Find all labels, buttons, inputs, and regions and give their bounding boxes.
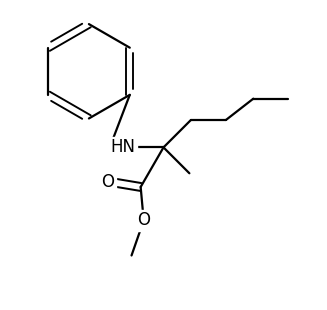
Text: O: O <box>137 211 150 229</box>
Text: O: O <box>101 173 114 191</box>
Text: HN: HN <box>110 138 135 156</box>
